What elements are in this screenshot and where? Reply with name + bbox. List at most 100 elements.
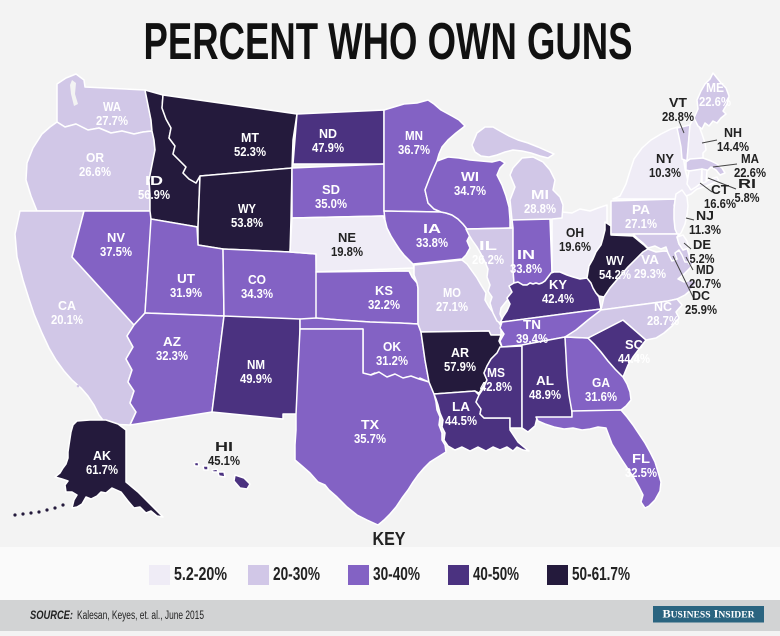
svg-text:CT: CT bbox=[711, 182, 729, 197]
svg-text:27.1%: 27.1% bbox=[436, 299, 468, 314]
svg-text:MI: MI bbox=[531, 187, 549, 202]
svg-text:MS: MS bbox=[487, 365, 505, 380]
svg-text:AR: AR bbox=[451, 345, 470, 360]
svg-text:28.8%: 28.8% bbox=[524, 201, 556, 216]
svg-text:29.3%: 29.3% bbox=[634, 266, 666, 281]
svg-text:NJ: NJ bbox=[696, 208, 714, 223]
svg-text:37.5%: 37.5% bbox=[100, 244, 132, 259]
svg-text:IN: IN bbox=[517, 247, 535, 262]
svg-text:52.3%: 52.3% bbox=[234, 144, 266, 159]
svg-text:32.2%: 32.2% bbox=[368, 297, 400, 312]
svg-text:31.6%: 31.6% bbox=[585, 389, 617, 404]
svg-text:27.7%: 27.7% bbox=[96, 113, 128, 128]
svg-text:WV: WV bbox=[606, 253, 624, 268]
svg-text:31.2%: 31.2% bbox=[376, 353, 408, 368]
svg-text:42.4%: 42.4% bbox=[542, 291, 574, 306]
svg-text:DC: DC bbox=[692, 288, 711, 303]
svg-text:35.7%: 35.7% bbox=[354, 431, 386, 446]
svg-text:AL: AL bbox=[536, 373, 554, 388]
svg-text:IL: IL bbox=[479, 238, 497, 253]
svg-text:53.8%: 53.8% bbox=[231, 215, 263, 230]
svg-text:30-40%: 30-40% bbox=[373, 564, 420, 584]
svg-text:LA: LA bbox=[452, 399, 471, 414]
svg-text:SD: SD bbox=[322, 182, 340, 197]
svg-text:40-50%: 40-50% bbox=[473, 564, 519, 584]
svg-text:42.8%: 42.8% bbox=[480, 379, 512, 394]
svg-text:19.8%: 19.8% bbox=[331, 244, 363, 259]
svg-text:IA: IA bbox=[423, 221, 442, 236]
svg-text:16.6%: 16.6% bbox=[704, 196, 736, 211]
svg-text:OK: OK bbox=[383, 339, 402, 354]
svg-text:SOURCE:: SOURCE: bbox=[30, 610, 73, 622]
svg-text:26.2%: 26.2% bbox=[472, 252, 504, 267]
svg-text:47.9%: 47.9% bbox=[312, 140, 344, 155]
svg-text:RI: RI bbox=[738, 176, 756, 191]
svg-text:MT: MT bbox=[241, 130, 259, 145]
svg-text:45.1%: 45.1% bbox=[208, 453, 240, 468]
svg-text:56.9%: 56.9% bbox=[138, 187, 170, 202]
svg-text:10.3%: 10.3% bbox=[649, 165, 681, 180]
svg-text:54.2%: 54.2% bbox=[599, 267, 631, 282]
svg-text:PERCENT WHO OWN GUNS: PERCENT WHO OWN GUNS bbox=[144, 13, 633, 71]
svg-text:33.8%: 33.8% bbox=[416, 235, 448, 250]
svg-text:MD: MD bbox=[696, 262, 714, 277]
svg-text:50-61.7%: 50-61.7% bbox=[572, 564, 630, 584]
svg-text:WY: WY bbox=[238, 201, 256, 216]
svg-text:AZ: AZ bbox=[163, 334, 181, 349]
svg-text:57.9%: 57.9% bbox=[444, 359, 476, 374]
svg-text:5.8%: 5.8% bbox=[735, 190, 760, 205]
svg-text:WA: WA bbox=[103, 99, 122, 114]
svg-text:PA: PA bbox=[632, 202, 651, 217]
svg-text:ME: ME bbox=[706, 80, 724, 95]
svg-text:11.3%: 11.3% bbox=[689, 222, 721, 237]
svg-text:49.9%: 49.9% bbox=[240, 371, 272, 386]
svg-text:20-30%: 20-30% bbox=[273, 564, 320, 584]
svg-text:NM: NM bbox=[247, 357, 265, 372]
svg-text:FL: FL bbox=[632, 451, 650, 466]
svg-text:20.7%: 20.7% bbox=[689, 276, 721, 291]
svg-text:GA: GA bbox=[592, 375, 611, 390]
svg-text:35.0%: 35.0% bbox=[315, 196, 347, 211]
svg-text:26.6%: 26.6% bbox=[79, 164, 111, 179]
svg-text:OR: OR bbox=[86, 150, 105, 165]
svg-text:22.6%: 22.6% bbox=[699, 94, 731, 109]
svg-text:34.3%: 34.3% bbox=[241, 286, 273, 301]
svg-text:32.3%: 32.3% bbox=[156, 348, 188, 363]
svg-text:32.5%: 32.5% bbox=[625, 465, 657, 480]
svg-text:MN: MN bbox=[405, 128, 423, 143]
svg-text:CO: CO bbox=[248, 272, 266, 287]
svg-text:44.5%: 44.5% bbox=[445, 413, 477, 428]
svg-text:20.1%: 20.1% bbox=[51, 312, 83, 327]
svg-text:MA: MA bbox=[741, 151, 760, 166]
svg-text:VA: VA bbox=[641, 252, 660, 267]
svg-text:61.7%: 61.7% bbox=[86, 462, 118, 477]
svg-text:NY: NY bbox=[656, 151, 674, 166]
svg-text:25.9%: 25.9% bbox=[685, 302, 717, 317]
svg-text:CA: CA bbox=[58, 298, 77, 313]
svg-text:UT: UT bbox=[177, 271, 195, 286]
svg-text:SC: SC bbox=[625, 337, 644, 352]
svg-text:36.7%: 36.7% bbox=[398, 142, 430, 157]
svg-text:NE: NE bbox=[338, 230, 356, 245]
svg-text:TX: TX bbox=[361, 417, 379, 432]
svg-text:TN: TN bbox=[523, 317, 541, 332]
svg-text:HI: HI bbox=[215, 439, 233, 454]
svg-text:28.7%: 28.7% bbox=[647, 313, 679, 328]
svg-text:Kalesan, Keyes, et. al., June: Kalesan, Keyes, et. al., June 2015 bbox=[77, 610, 204, 622]
svg-text:ND: ND bbox=[319, 126, 337, 141]
svg-text:5.2%: 5.2% bbox=[690, 251, 715, 266]
svg-text:22.6%: 22.6% bbox=[734, 165, 766, 180]
svg-text:44.4%: 44.4% bbox=[618, 351, 650, 366]
svg-text:KEY: KEY bbox=[373, 529, 406, 549]
svg-text:ID: ID bbox=[145, 173, 163, 188]
svg-text:31.9%: 31.9% bbox=[170, 285, 202, 300]
svg-text:AK: AK bbox=[93, 448, 112, 463]
svg-text:DE: DE bbox=[693, 237, 711, 252]
svg-text:27.1%: 27.1% bbox=[625, 216, 657, 231]
svg-text:48.9%: 48.9% bbox=[529, 387, 561, 402]
svg-text:WI: WI bbox=[461, 169, 479, 184]
svg-text:NC: NC bbox=[654, 299, 673, 314]
svg-text:BUSINESS INSIDER: BUSINESS INSIDER bbox=[663, 609, 756, 621]
svg-text:33.8%: 33.8% bbox=[510, 261, 542, 276]
svg-text:14.4%: 14.4% bbox=[717, 139, 749, 154]
